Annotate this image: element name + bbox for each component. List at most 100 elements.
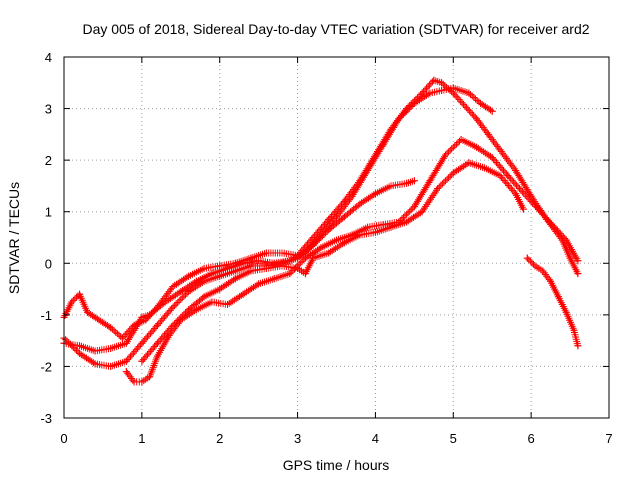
data-point bbox=[379, 141, 387, 149]
data-point bbox=[356, 231, 364, 239]
data-point bbox=[403, 218, 411, 226]
data-point bbox=[438, 87, 446, 94]
data-point bbox=[68, 298, 76, 306]
data-point bbox=[317, 244, 325, 252]
data-point bbox=[255, 280, 263, 288]
y-tick-label: 1 bbox=[45, 205, 52, 220]
data-point bbox=[325, 249, 333, 257]
data-point bbox=[473, 143, 481, 151]
data-point bbox=[224, 301, 231, 308]
data-layer bbox=[60, 76, 582, 386]
data-point bbox=[309, 241, 317, 249]
data-point bbox=[200, 277, 208, 285]
data-point bbox=[539, 210, 547, 218]
data-point bbox=[192, 306, 200, 314]
y-tick-label: 2 bbox=[45, 153, 52, 168]
data-point bbox=[231, 275, 239, 283]
data-point bbox=[247, 254, 255, 262]
data-point bbox=[130, 378, 138, 386]
data-point bbox=[153, 321, 161, 329]
data-point bbox=[146, 311, 154, 319]
data-point bbox=[76, 350, 84, 357]
data-point bbox=[239, 290, 247, 298]
data-point bbox=[76, 342, 84, 350]
data-point bbox=[465, 89, 473, 97]
marker-track bbox=[523, 254, 582, 350]
data-point bbox=[477, 99, 484, 107]
data-point bbox=[340, 213, 348, 221]
x-tick-label: 0 bbox=[60, 431, 67, 446]
x-tick-label: 7 bbox=[605, 431, 612, 446]
marker-track bbox=[60, 76, 582, 342]
data-point bbox=[512, 167, 520, 174]
data-point bbox=[216, 285, 224, 293]
data-point bbox=[91, 360, 99, 368]
data-point bbox=[138, 357, 146, 365]
data-point bbox=[566, 254, 574, 262]
data-point bbox=[185, 272, 193, 280]
data-point bbox=[547, 277, 555, 285]
data-point bbox=[146, 373, 154, 381]
data-point bbox=[122, 357, 130, 365]
data-point bbox=[387, 182, 395, 190]
tick-layer: 0 1 2 3 4 5 6 7 -3 -2 -1 0 1 2 3 4 bbox=[40, 50, 612, 446]
data-point bbox=[488, 154, 496, 162]
data-point bbox=[138, 339, 146, 347]
x-tick-label: 1 bbox=[138, 431, 145, 446]
y-tick-label: -2 bbox=[40, 359, 52, 374]
data-point bbox=[488, 107, 496, 115]
data-point bbox=[531, 262, 539, 270]
x-tick-label: 2 bbox=[216, 431, 223, 446]
data-point bbox=[216, 272, 224, 280]
data-point bbox=[395, 115, 403, 123]
chart-title: Day 005 of 2018, Sidereal Day-to-day VTE… bbox=[82, 21, 589, 37]
data-point bbox=[309, 254, 317, 262]
plot-frame bbox=[63, 56, 610, 419]
data-point bbox=[504, 172, 512, 180]
data-point bbox=[410, 99, 418, 107]
data-point bbox=[410, 177, 418, 185]
data-point bbox=[387, 223, 395, 231]
data-point bbox=[76, 290, 84, 298]
data-point bbox=[438, 79, 446, 87]
data-point bbox=[516, 185, 523, 192]
y-tick-label: 3 bbox=[45, 102, 52, 117]
y-axis-label: SDTVAR / TECUs bbox=[6, 182, 22, 294]
series-track-c bbox=[60, 177, 418, 370]
data-point bbox=[426, 89, 434, 97]
data-point bbox=[161, 298, 169, 306]
data-point bbox=[270, 275, 278, 283]
data-point bbox=[95, 316, 103, 324]
data-point bbox=[169, 303, 177, 311]
data-point bbox=[247, 267, 255, 275]
data-point bbox=[574, 257, 582, 265]
data-point bbox=[138, 378, 146, 386]
data-point bbox=[371, 228, 379, 236]
data-point bbox=[461, 102, 469, 110]
data-point bbox=[562, 236, 570, 244]
data-point bbox=[442, 151, 449, 159]
data-point bbox=[333, 213, 340, 221]
data-point bbox=[118, 334, 126, 342]
data-point bbox=[262, 264, 270, 272]
data-point bbox=[301, 254, 309, 262]
data-point bbox=[255, 257, 263, 265]
data-point bbox=[484, 130, 492, 138]
data-point bbox=[107, 362, 115, 370]
data-point bbox=[570, 326, 578, 334]
data-point bbox=[496, 172, 504, 180]
data-point bbox=[208, 298, 216, 306]
data-point bbox=[457, 136, 465, 143]
data-point bbox=[430, 76, 438, 84]
data-point bbox=[480, 164, 488, 172]
data-point bbox=[200, 293, 208, 301]
data-point bbox=[91, 347, 99, 355]
data-point bbox=[551, 223, 558, 231]
series-track-f bbox=[523, 254, 582, 350]
data-point bbox=[449, 169, 457, 177]
data-point bbox=[496, 146, 504, 154]
data-point bbox=[364, 167, 372, 174]
data-point bbox=[286, 270, 294, 278]
data-point bbox=[294, 254, 302, 262]
y-tick-label: -3 bbox=[40, 411, 52, 426]
